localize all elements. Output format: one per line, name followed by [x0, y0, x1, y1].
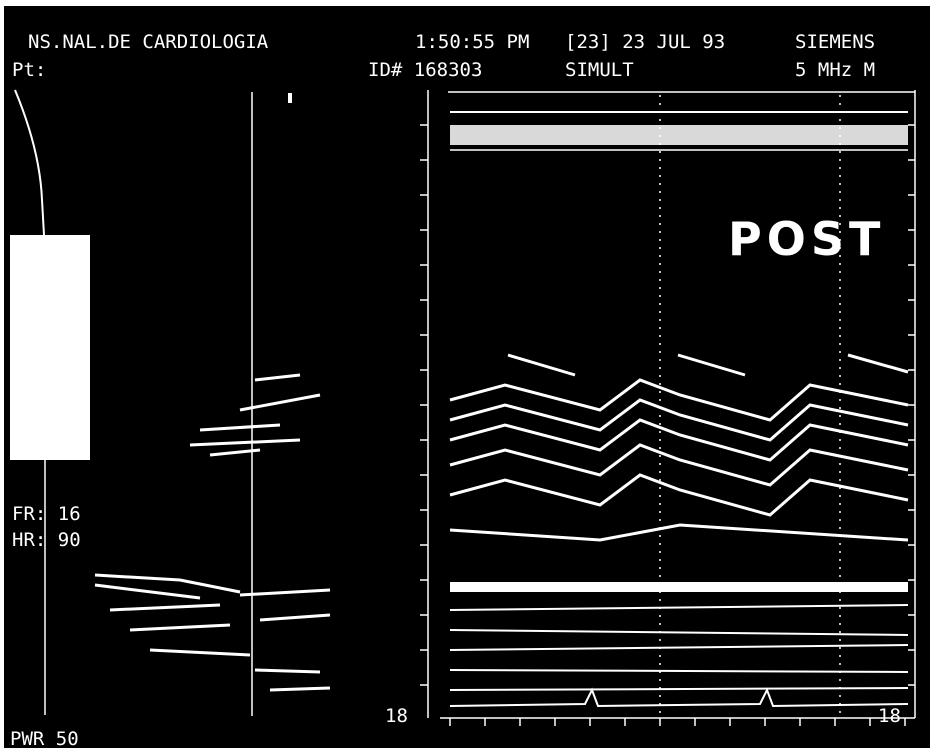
- institution: NS.NAL.DE CARDIOLOGIA: [28, 31, 269, 53]
- depth-right: 18: [878, 705, 901, 727]
- depth-left: 18: [385, 705, 408, 727]
- post-label: POST: [728, 212, 885, 266]
- screen: [4, 6, 930, 748]
- date: [23] 23 JUL 93: [565, 31, 725, 53]
- mode: SIMULT: [565, 59, 634, 81]
- probe: 5 MHz M: [795, 59, 875, 81]
- time: 1:50:55 PM: [415, 31, 529, 53]
- ultrasound-screen: NS.NAL.DE CARDIOLOGIA Pt: 1:50:55 PM [23…: [0, 0, 932, 752]
- heart-rate: HR: 90: [12, 529, 81, 551]
- frame-rate: FR: 16: [12, 503, 81, 525]
- power: PWR 50: [10, 728, 79, 750]
- patient-label: Pt:: [12, 59, 46, 81]
- brand: SIEMENS: [795, 31, 875, 53]
- patient-id: ID# 168303: [368, 59, 482, 81]
